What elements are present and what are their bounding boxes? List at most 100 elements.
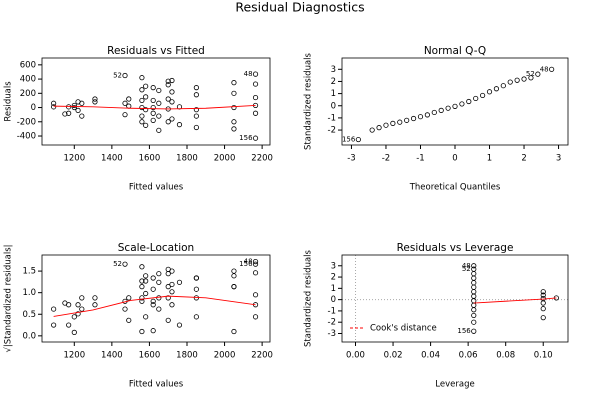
point (540, 292, 546, 298)
y-tick-label: -1 (328, 113, 336, 123)
point (126, 103, 132, 109)
point (51, 100, 57, 106)
point (150, 117, 156, 123)
point (143, 83, 149, 89)
point (75, 107, 81, 113)
point-label: 52 (462, 265, 471, 273)
x-tick-label: 1200 (63, 351, 85, 361)
point (193, 107, 199, 113)
x-tick-label: 0.06 (459, 351, 478, 361)
x-tick-label: 1400 (101, 351, 123, 361)
point (540, 315, 546, 321)
panel: Residuals vs Leverage Leverage Standardize… (304, 242, 569, 390)
point (150, 286, 156, 292)
point (71, 314, 77, 320)
point (126, 96, 132, 102)
x-tick-label: -1 (416, 154, 424, 164)
point (424, 112, 430, 118)
y-tick-label: 2 (331, 273, 336, 283)
point (156, 87, 162, 94)
point (79, 295, 85, 301)
y-tick-label: 3 (331, 65, 336, 75)
y-tick-label: -400 (17, 132, 36, 142)
y-tick-label: 1.5 (22, 267, 36, 277)
point (169, 302, 175, 308)
point-label: 48 (244, 258, 253, 266)
point (165, 295, 171, 301)
point (369, 127, 375, 133)
x-axis-label: Leverage (435, 380, 474, 390)
x-axis-label: Fitted values (129, 183, 184, 193)
point (471, 302, 477, 308)
point (471, 263, 477, 269)
y-tick-label: 0 (331, 295, 336, 305)
x-tick-label: 2000 (214, 351, 236, 361)
y-tick-label: 0 (331, 101, 336, 111)
point (231, 119, 237, 125)
y-tick-label: 0.0 (22, 331, 36, 341)
point (165, 317, 171, 323)
point (150, 298, 156, 304)
point (165, 284, 171, 290)
point (139, 284, 145, 290)
x-tick-label: 0.00 (346, 351, 365, 361)
point (122, 306, 128, 312)
point (139, 278, 145, 284)
point (431, 109, 437, 116)
point (452, 103, 458, 109)
x-tick-label: 1400 (101, 154, 123, 164)
point (169, 89, 175, 95)
point (473, 95, 479, 102)
point (92, 99, 98, 105)
panel-title: Scale-Location (118, 242, 194, 254)
point (156, 306, 162, 312)
point (139, 97, 145, 104)
point (169, 116, 175, 122)
point (471, 307, 477, 313)
x-tick-label: 0.08 (496, 351, 515, 361)
point (156, 127, 162, 133)
point (75, 302, 81, 308)
smooth-line (53, 295, 256, 317)
point (156, 271, 162, 277)
panel-title: Residuals vs Fitted (107, 45, 205, 57)
point-label: 48 (462, 262, 471, 270)
point (79, 113, 85, 119)
y-tick-label: -3 (328, 329, 336, 339)
point (165, 78, 171, 84)
point (231, 268, 237, 274)
x-tick-label: 0.10 (534, 351, 553, 361)
point (139, 87, 145, 93)
y-tick-label: 3 (331, 261, 336, 271)
y-axis-label: Standardized residuals (304, 249, 314, 346)
point (139, 104, 145, 111)
y-tick-label: 2 (331, 77, 336, 87)
x-tick-label: 1 (487, 154, 492, 164)
point (143, 314, 149, 320)
point (150, 110, 156, 116)
point (507, 79, 513, 85)
plot-frame (41, 57, 271, 146)
point (122, 261, 128, 267)
plot-frame (341, 254, 569, 343)
point (252, 110, 259, 116)
point (535, 71, 541, 77)
point (540, 289, 546, 295)
point-label: 156 (342, 136, 356, 144)
point (438, 107, 444, 113)
y-tick-label: -200 (17, 117, 36, 127)
point (252, 261, 259, 267)
point (471, 298, 477, 304)
point (51, 306, 57, 312)
point (176, 279, 183, 285)
point (459, 101, 465, 107)
point (193, 286, 199, 292)
point (549, 66, 555, 72)
point (231, 284, 237, 290)
x-tick-label: 1600 (139, 351, 161, 361)
point-label: 52 (113, 72, 122, 80)
panel: Residuals vs Fitted Fitted values Residual… (4, 45, 273, 193)
point (79, 306, 85, 312)
panel: Scale-Location Fitted values √|Standardize… (4, 242, 273, 390)
